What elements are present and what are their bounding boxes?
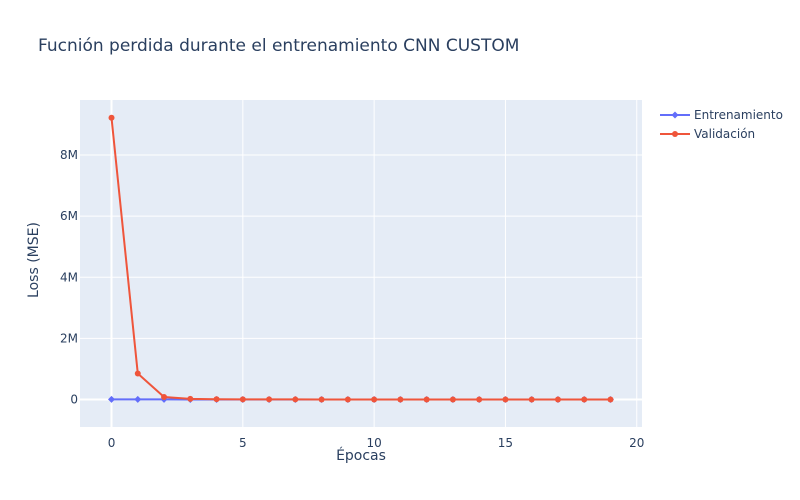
chart-title: Fucnión perdida durante el entrenamiento…	[38, 36, 519, 56]
data-point[interactable]	[607, 396, 614, 403]
legend-item[interactable]: Validación	[660, 127, 755, 141]
data-point[interactable]	[476, 396, 483, 403]
legend[interactable]: Entrenamiento Validación	[660, 108, 783, 141]
legend-swatch-marker	[672, 131, 678, 137]
data-point[interactable]	[292, 396, 299, 403]
y-tick-label: 4M	[60, 270, 78, 284]
y-tick-label: 2M	[60, 331, 78, 345]
legend-label: Validación	[694, 127, 755, 141]
y-tick-label: 6M	[60, 209, 78, 223]
data-point[interactable]	[266, 396, 273, 403]
y-tick-label: 8M	[60, 148, 78, 162]
data-point[interactable]	[108, 114, 115, 121]
data-point[interactable]	[502, 396, 509, 403]
data-point[interactable]	[213, 396, 220, 403]
y-tick-label: 0	[70, 392, 78, 406]
series-2	[108, 114, 614, 403]
data-point[interactable]	[318, 396, 325, 403]
x-tick-label: 5	[239, 436, 247, 450]
x-tick-label: 10	[366, 436, 381, 450]
data-point[interactable]	[371, 396, 378, 403]
x-tick-label: 15	[498, 436, 513, 450]
plot-area	[80, 100, 642, 427]
data-point[interactable]	[528, 396, 535, 403]
data-point[interactable]	[161, 394, 168, 401]
x-tick-label: 20	[629, 436, 644, 450]
y-axis-ticks: 0 2M 4M 6M 8M	[60, 148, 78, 406]
x-axis-title: Épocas	[336, 447, 386, 464]
series-line	[110, 117, 611, 401]
data-point[interactable]	[554, 396, 561, 403]
data-point[interactable]	[397, 396, 404, 403]
x-axis-ticks: 0 5 10 15 20	[108, 436, 645, 450]
series-layer	[108, 114, 614, 403]
data-point[interactable]	[344, 396, 351, 403]
data-point[interactable]	[239, 396, 246, 403]
data-point[interactable]	[581, 396, 588, 403]
y-axis-title: Loss (MSE)	[26, 222, 42, 298]
x-tick-label: 0	[108, 436, 116, 450]
data-point[interactable]	[134, 395, 142, 403]
data-point[interactable]	[449, 396, 456, 403]
data-point[interactable]	[108, 395, 116, 403]
data-point[interactable]	[423, 396, 430, 403]
data-point[interactable]	[187, 395, 194, 402]
legend-label: Entrenamiento	[694, 108, 783, 122]
legend-swatch-marker	[671, 111, 679, 119]
legend-item[interactable]: Entrenamiento	[660, 108, 783, 122]
data-point[interactable]	[134, 370, 141, 377]
